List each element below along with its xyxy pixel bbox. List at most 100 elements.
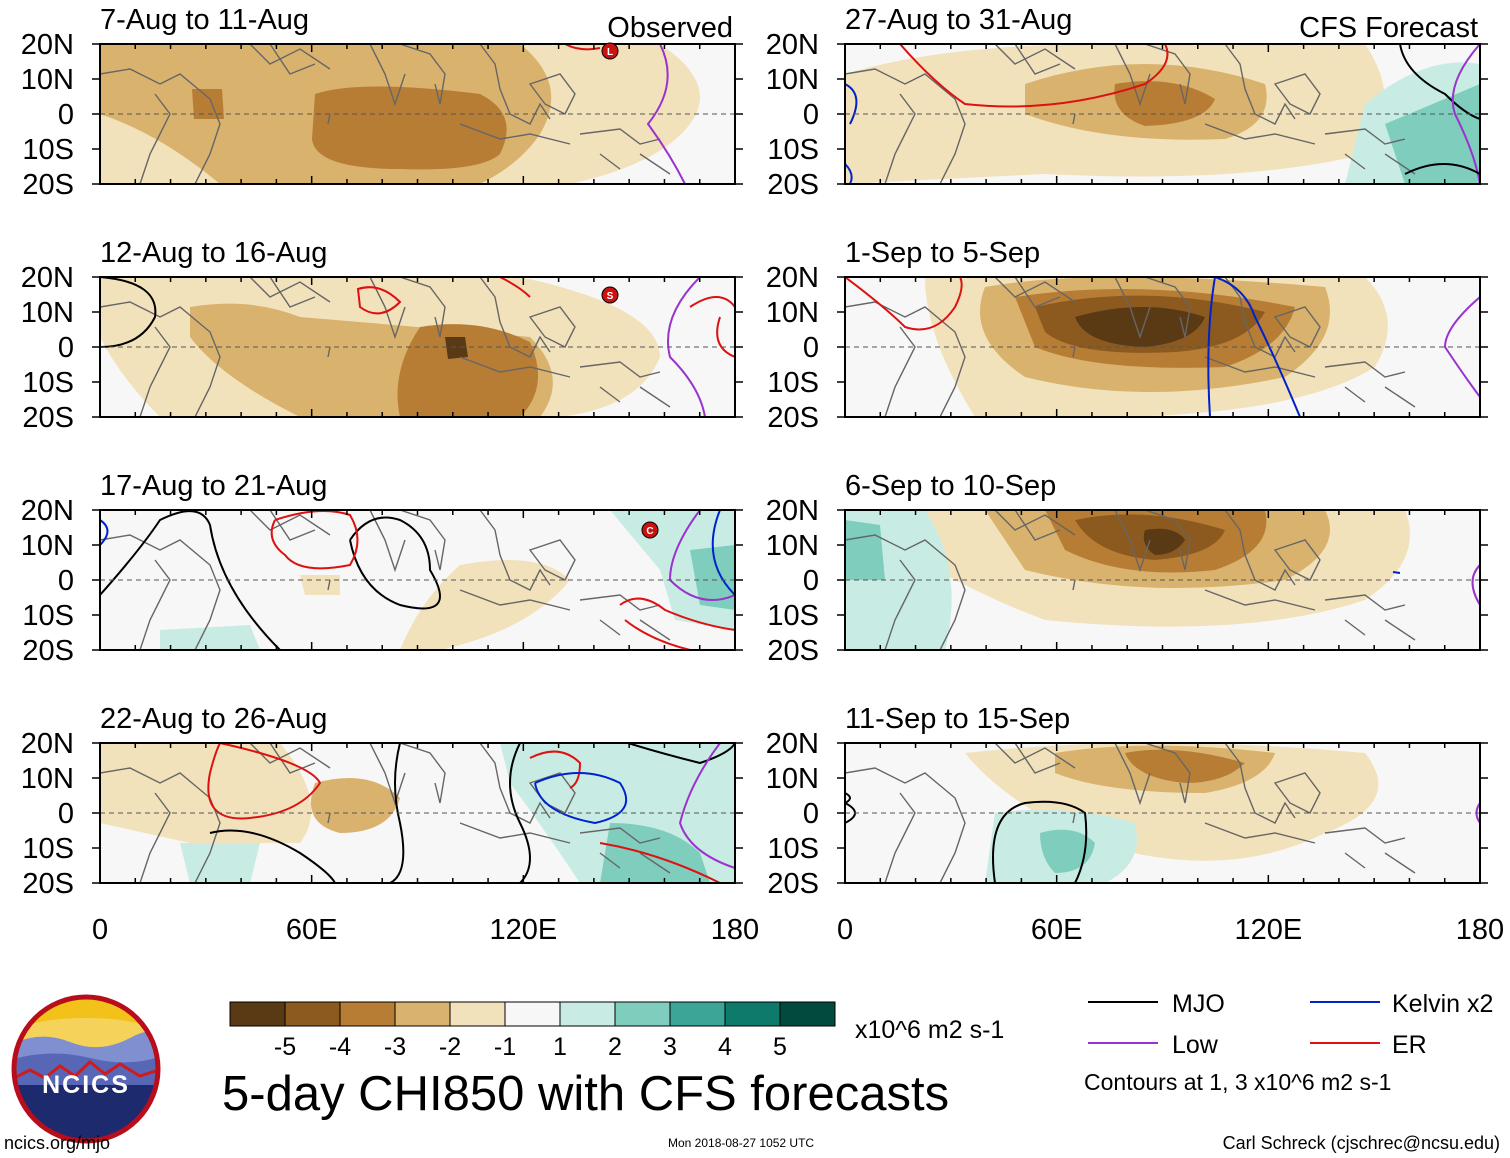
contour-er: [689, 296, 735, 358]
coastline: [139, 559, 171, 650]
contour-mjo: [1404, 163, 1480, 175]
shading-enh1: [600, 823, 710, 883]
coastline: [994, 510, 1076, 536]
contour-kelvin: [845, 83, 858, 184]
coastline: [1014, 44, 1061, 75]
panel-field: [845, 510, 1480, 650]
colorbar-units: x10^6 m2 s-1: [855, 1016, 1004, 1044]
coastline: [1144, 44, 1191, 105]
contour-legend: MJO Low Kelvin x2 ER Contours at 1, 3 x1…: [1084, 990, 1493, 1095]
coastline: [528, 73, 576, 115]
lat-label: 20S: [767, 169, 819, 201]
lat-label: 10S: [767, 134, 819, 166]
coastline: [1344, 852, 1416, 874]
panel-period-title: 27-Aug to 31-Aug: [845, 4, 1072, 36]
panel-period-title: 7-Aug to 11-Aug: [100, 4, 309, 36]
coastline: [1273, 306, 1321, 348]
shading-enh1: [845, 520, 885, 580]
lon-label: 0: [837, 914, 853, 946]
lon-label: 60E: [286, 914, 338, 946]
coastline: [1014, 743, 1061, 774]
lat-label: 20S: [22, 402, 74, 434]
contour-er: [845, 277, 963, 331]
lat-label: 10N: [766, 763, 819, 795]
coastline: [399, 44, 446, 105]
coastline: [1324, 128, 1406, 145]
panel-period-title: 17-Aug to 21-Aug: [100, 470, 327, 502]
panel-period-title: 6-Sep to 10-Sep: [845, 470, 1056, 502]
contour-er: [624, 619, 691, 650]
lat-label: 10N: [21, 530, 74, 562]
lat-label: 0: [58, 565, 74, 597]
contour-er: [529, 750, 582, 789]
contour-er: [564, 44, 601, 51]
contour-kelvin: [711, 510, 735, 596]
legend-mjo-label: MJO: [1172, 990, 1225, 1018]
coastline: [1273, 73, 1321, 115]
shading-weak_enh: [160, 625, 260, 650]
contour-er: [356, 286, 402, 315]
coastline: [579, 361, 661, 378]
lat-label: 0: [803, 332, 819, 364]
contour-low: [1451, 44, 1480, 184]
lat-label: 20S: [767, 635, 819, 667]
lat-label: 0: [803, 99, 819, 131]
lon-label: 60E: [1031, 914, 1083, 946]
contour-kelvin: [1214, 277, 1301, 417]
coastline: [994, 743, 1076, 769]
coastline: [845, 68, 966, 184]
lon-label: 180: [711, 914, 759, 946]
coastline: [1204, 589, 1316, 611]
coastline: [1324, 594, 1406, 611]
ncics-logo: NCICS: [11, 994, 161, 1144]
coastline: [459, 589, 571, 611]
lat-label: 10S: [767, 367, 819, 399]
coastline: [1273, 772, 1321, 814]
coastline: [1344, 386, 1416, 408]
coastline: [459, 822, 571, 844]
storm-marker: S: [601, 286, 619, 304]
coastline: [1114, 510, 1151, 573]
lat-label: 10S: [22, 134, 74, 166]
coastline: [1144, 510, 1191, 571]
panel-period-title: 12-Aug to 16-Aug: [100, 237, 327, 269]
coastline: [139, 326, 171, 417]
coastline: [579, 827, 661, 844]
shading-enh1: [690, 545, 735, 610]
panel-field: [845, 277, 1480, 417]
coastline: [1072, 346, 1076, 358]
coastline: [369, 44, 406, 107]
coastline: [528, 539, 576, 581]
contour-mjo: [100, 510, 281, 650]
lat-label: 10S: [22, 600, 74, 632]
lat-label: 10N: [21, 763, 74, 795]
coastline: [327, 346, 331, 358]
lat-label: 20N: [21, 262, 74, 294]
panel-period-title: 22-Aug to 26-Aug: [100, 703, 327, 735]
coastline: [1114, 44, 1151, 107]
lat-label: 20S: [22, 868, 74, 900]
lat-label: 10S: [22, 833, 74, 865]
colorbar-tick-label: -3: [384, 1033, 406, 1061]
contour-mjo: [349, 516, 441, 610]
lat-label: 20S: [22, 635, 74, 667]
contour-mjo: [100, 277, 157, 348]
contour-kelvin: [100, 519, 109, 546]
shading-sup1: [397, 324, 538, 417]
coastline: [1114, 277, 1151, 340]
coastline: [269, 44, 316, 75]
legend-er-label: ER: [1392, 1031, 1427, 1059]
coastline: [249, 277, 331, 303]
coastline: [369, 510, 406, 573]
coastline: [269, 277, 316, 308]
lat-label: 0: [803, 565, 819, 597]
lon-label: 120E: [489, 914, 557, 946]
contour-low: [667, 277, 706, 417]
coastline: [399, 277, 446, 338]
shading-enh1: [1040, 829, 1095, 873]
coastline: [1072, 113, 1076, 125]
